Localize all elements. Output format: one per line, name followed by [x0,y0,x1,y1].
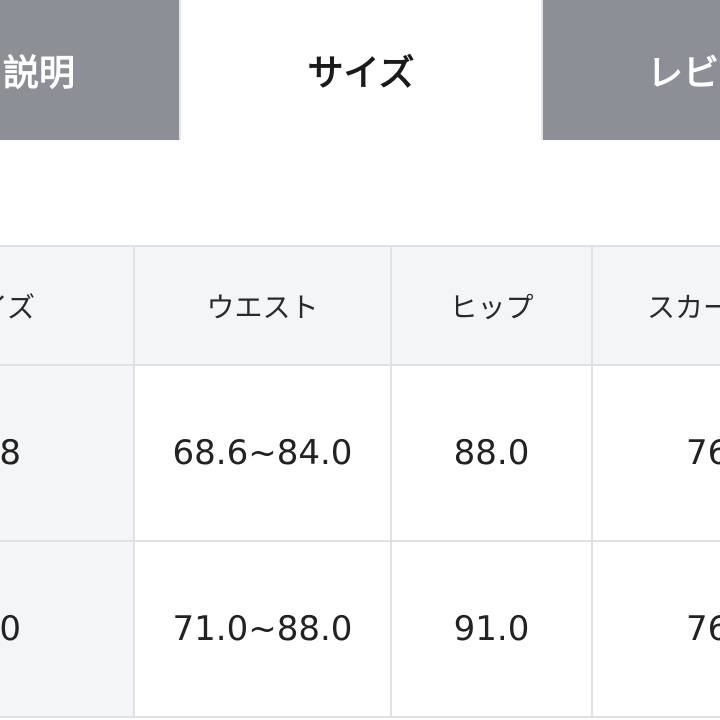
table-header-size: イズ [0,247,135,366]
table-cell-size: 8 [0,366,135,542]
tab-label: 説明 [2,53,75,94]
table-cell-waist: 68.6~84.0 [135,366,392,542]
tab-reviews[interactable]: レビ [541,0,720,140]
table-cell-waist: 71.0~88.0 [135,542,392,718]
tab-size[interactable]: サイズ [183,0,539,140]
table-cell-skirt: 76 [593,542,720,718]
header-text: スカー [647,290,720,324]
tab-label: サイズ [307,53,415,94]
cell-text: 76 [686,609,720,649]
table-cell-skirt: 76 [593,366,720,542]
tab-description[interactable]: 説明 [0,0,181,140]
table-header-hip: ヒップ [392,247,593,366]
table-header-skirt: スカー [593,247,720,366]
table-cell-hip: 91.0 [392,542,593,718]
cell-text: 0 [0,609,21,649]
header-text: ウエスト [206,290,319,324]
cell-text: 8 [0,433,21,473]
cell-text: 76 [686,433,720,473]
table-cell-size: 0 [0,542,135,718]
header-text: イズ [0,290,35,324]
cell-text: 68.6~84.0 [172,433,353,473]
size-table: イズ ウエスト ヒップ スカー 8 68.6~84.0 88.0 76 0 71… [0,245,720,720]
tab-label: レビ [647,53,720,94]
table-header-waist: ウエスト [135,247,392,366]
cell-text: 88.0 [453,433,530,473]
cell-text: 71.0~88.0 [172,609,353,649]
header-text: ヒップ [449,290,534,324]
cell-text: 91.0 [453,609,530,649]
table-cell-hip: 88.0 [392,366,593,542]
